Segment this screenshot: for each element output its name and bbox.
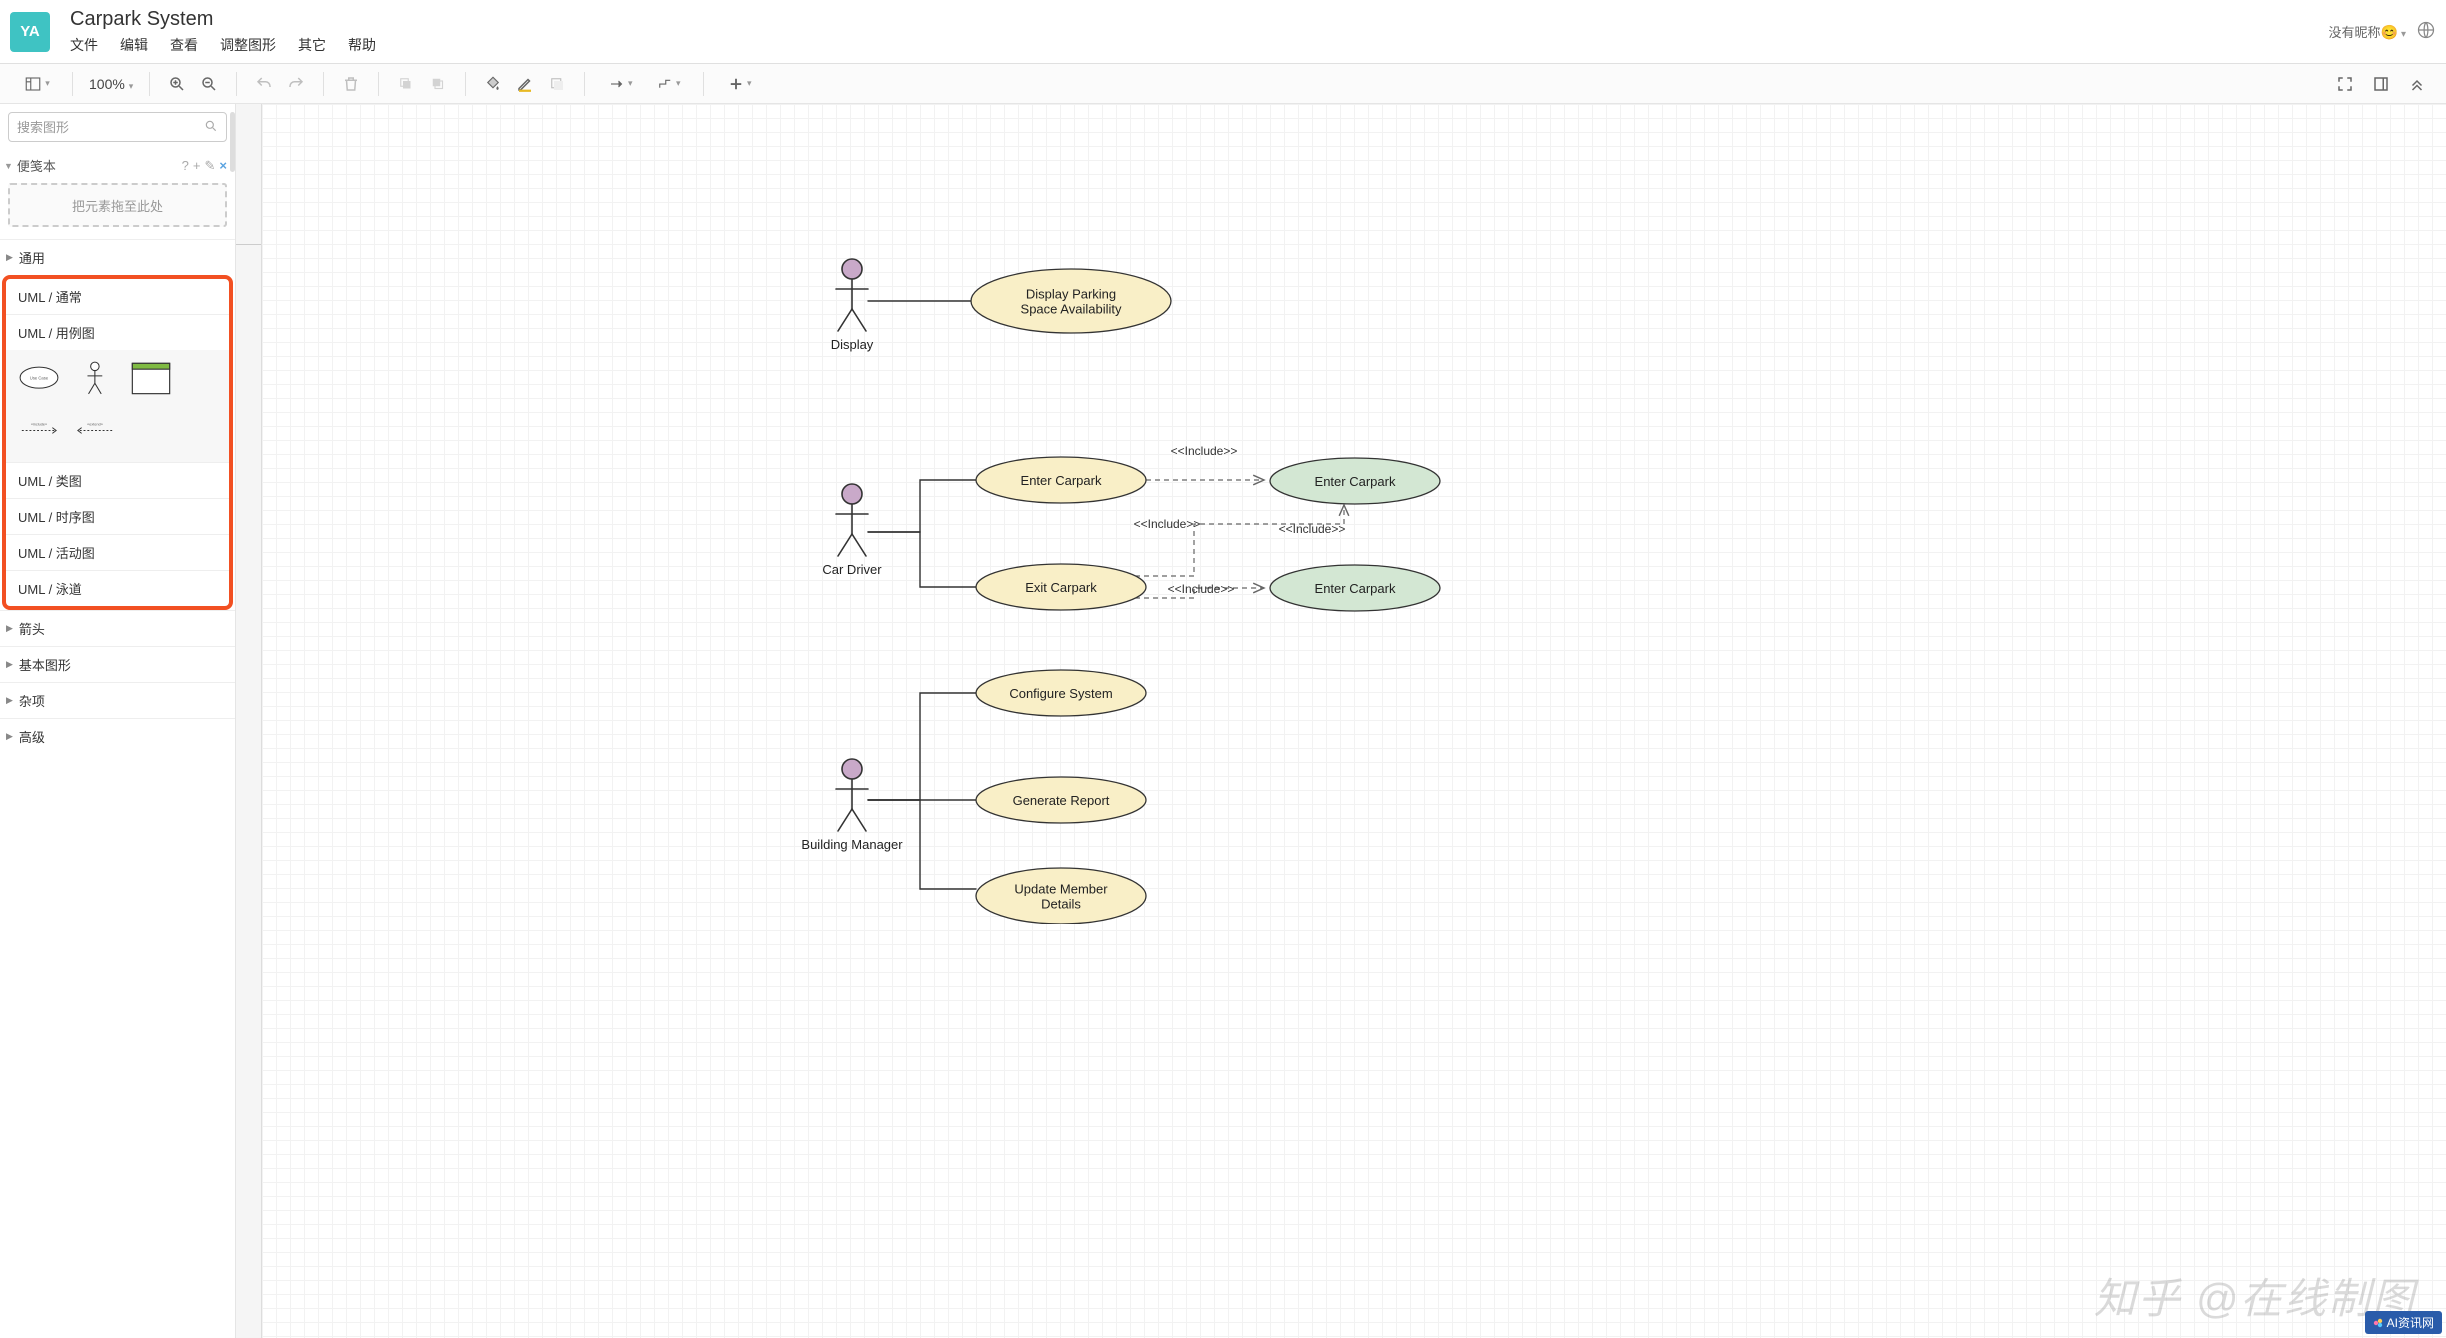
canvas-area: <<Include>> <<Include>> <<Include>> <<Inclu… [236, 104, 2446, 1338]
source-badge: AI资讯网 [2365, 1311, 2442, 1334]
svg-text:Enter Carpark: Enter Carpark [1315, 474, 1396, 489]
category-uml-class[interactable]: UML / 类图 [6, 462, 229, 498]
app-header: YA Carpark System 文件 编辑 查看 调整图形 其它 帮助 没有… [0, 0, 2446, 64]
document-title[interactable]: Carpark System [70, 8, 376, 31]
svg-text:<<Include>>: <<Include>> [1134, 517, 1201, 531]
menu-edit[interactable]: 编辑 [120, 35, 148, 55]
scratchpad-help-icon[interactable]: ? [182, 158, 189, 174]
user-label[interactable]: 没有昵称😊 [2329, 22, 2406, 41]
view-toggle-button[interactable]: ▾ [14, 69, 60, 99]
svg-text:Enter Carpark: Enter Carpark [1315, 581, 1396, 596]
connection-button[interactable]: ▾ [597, 69, 643, 99]
format-panel-button[interactable] [2366, 69, 2396, 99]
app-logo: YA [10, 12, 50, 52]
category-basic[interactable]: ▶基本图形 [0, 646, 235, 682]
uml-diagram[interactable]: <<Include>> <<Include>> <<Include>> <<Inclu… [262, 104, 1662, 924]
vertical-ruler [236, 104, 262, 1338]
toolbar: ▾ 100% ▾ [0, 64, 2446, 104]
usecase-shapes-palette: Use Case «include» «extend» [6, 350, 229, 462]
search-shapes-input[interactable] [8, 112, 227, 142]
svg-text:Details: Details [1041, 897, 1081, 912]
undo-button[interactable] [249, 69, 279, 99]
globe-icon[interactable] [2416, 20, 2436, 43]
search-icon [204, 119, 218, 136]
shape-include-arrow[interactable]: «include» [18, 410, 60, 446]
line-color-button[interactable] [510, 69, 540, 99]
svg-text:«include»: «include» [31, 423, 47, 427]
collapse-button[interactable] [2402, 69, 2432, 99]
menu-bar: 文件 编辑 查看 调整图形 其它 帮助 [70, 35, 376, 55]
category-uml-common[interactable]: UML / 通常 [6, 279, 229, 314]
svg-text:Display: Display [831, 337, 874, 352]
svg-text:<<Include>>: <<Include>> [1279, 522, 1346, 536]
drawing-canvas[interactable]: <<Include>> <<Include>> <<Include>> <<Inclu… [262, 104, 2446, 1338]
scratchpad-add-icon[interactable]: + [193, 158, 201, 174]
uml-categories-highlight: UML / 通常 UML / 用例图 Use Case «include» «e… [2, 275, 233, 610]
svg-text:Use Case: Use Case [30, 376, 49, 381]
category-advanced[interactable]: ▶高级 [0, 718, 235, 754]
menu-arrange[interactable]: 调整图形 [220, 35, 276, 55]
category-uml-sequence[interactable]: UML / 时序图 [6, 498, 229, 534]
fill-color-button[interactable] [478, 69, 508, 99]
redo-button[interactable] [281, 69, 311, 99]
svg-text:Generate Report: Generate Report [1013, 793, 1110, 808]
category-arrows[interactable]: ▶箭头 [0, 610, 235, 646]
shadow-button[interactable] [542, 69, 572, 99]
to-back-button[interactable] [423, 69, 453, 99]
svg-text:Display Parking: Display Parking [1026, 287, 1116, 302]
category-uml-usecase[interactable]: UML / 用例图 [6, 314, 229, 350]
menu-help[interactable]: 帮助 [348, 35, 376, 55]
svg-text:<<Include>>: <<Include>> [1171, 444, 1238, 458]
shapes-sidebar: ▼ 便笺本 ? + ✎ × 把元素拖至此处 ▶通用 UML / 通常 UML /… [0, 104, 236, 1338]
zoom-out-button[interactable] [194, 69, 224, 99]
svg-text:«extend»: «extend» [87, 423, 103, 427]
insert-button[interactable]: ▾ [716, 69, 762, 99]
svg-text:Exit Carpark: Exit Carpark [1025, 580, 1097, 595]
svg-text:Update Member: Update Member [1014, 882, 1108, 897]
shape-actor[interactable] [74, 360, 116, 396]
scratchpad-close-icon[interactable]: × [219, 158, 227, 174]
category-uml-swimlane[interactable]: UML / 泳道 [6, 570, 229, 606]
svg-text:Building Manager: Building Manager [801, 837, 903, 852]
zoom-in-button[interactable] [162, 69, 192, 99]
scratchpad-dropzone[interactable]: 把元素拖至此处 [8, 183, 227, 227]
svg-text:<<Include>>: <<Include>> [1168, 582, 1235, 596]
category-general[interactable]: ▶通用 [0, 239, 235, 275]
delete-button[interactable] [336, 69, 366, 99]
shape-usecase[interactable]: Use Case [18, 360, 60, 396]
zoom-level[interactable]: 100% ▾ [85, 76, 137, 92]
shape-extend-arrow[interactable]: «extend» [74, 410, 116, 446]
svg-text:Configure System: Configure System [1009, 686, 1112, 701]
svg-text:Enter Carpark: Enter Carpark [1021, 473, 1102, 488]
shape-system[interactable] [130, 360, 172, 396]
svg-text:Car Driver: Car Driver [822, 562, 882, 577]
scratchpad-edit-icon[interactable]: ✎ [205, 158, 216, 174]
to-front-button[interactable] [391, 69, 421, 99]
scratchpad-header[interactable]: ▼ 便笺本 ? + ✎ × [0, 150, 235, 179]
svg-text:Space Availability: Space Availability [1021, 302, 1122, 317]
menu-file[interactable]: 文件 [70, 35, 98, 55]
category-uml-activity[interactable]: UML / 活动图 [6, 534, 229, 570]
category-misc[interactable]: ▶杂项 [0, 682, 235, 718]
menu-view[interactable]: 查看 [170, 35, 198, 55]
menu-extras[interactable]: 其它 [298, 35, 326, 55]
fullscreen-button[interactable] [2330, 69, 2360, 99]
waypoints-button[interactable]: ▾ [645, 69, 691, 99]
sidebar-scrollbar[interactable] [230, 112, 235, 172]
